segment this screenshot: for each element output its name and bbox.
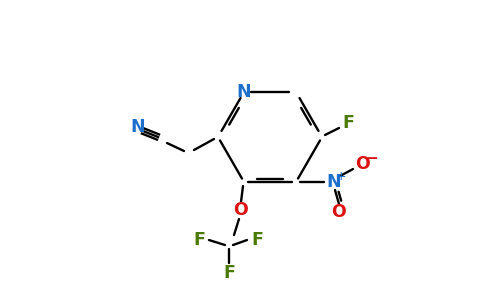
Text: O: O: [332, 203, 347, 221]
Text: O: O: [234, 201, 248, 219]
Text: N: N: [131, 118, 145, 136]
Text: O: O: [355, 155, 369, 173]
Text: F: F: [223, 264, 235, 282]
Text: N: N: [237, 83, 251, 101]
Text: +: +: [336, 169, 347, 182]
Text: N: N: [327, 173, 341, 191]
Text: F: F: [342, 114, 354, 132]
Text: F: F: [193, 231, 205, 249]
Text: F: F: [251, 231, 263, 249]
Text: −: −: [365, 151, 378, 166]
